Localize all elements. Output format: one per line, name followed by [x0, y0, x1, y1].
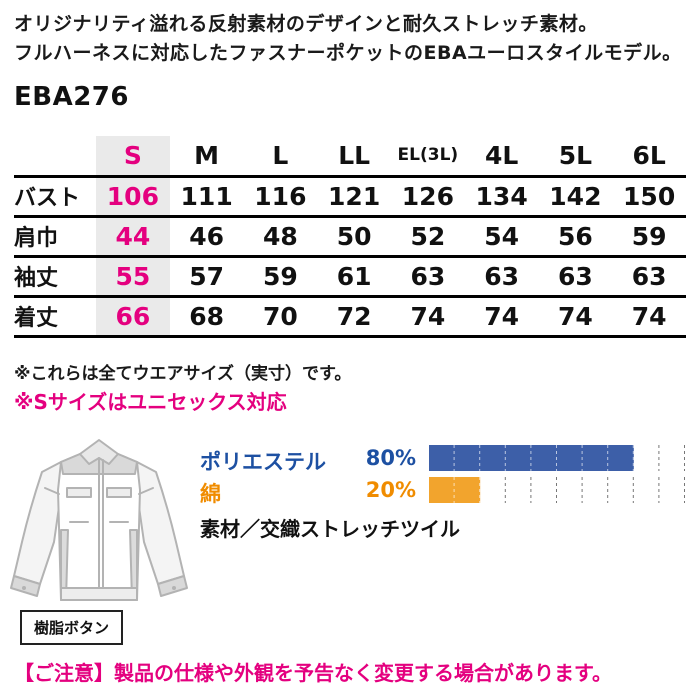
row-label-bust: バスト	[14, 176, 96, 218]
size-column-header-5l: 5L	[538, 136, 613, 178]
size-row-length: 着丈 66 68 70 72 74 74 74 74	[14, 296, 686, 338]
size-column-header-6l: 6L	[612, 136, 686, 178]
size-column-header-ll: LL	[317, 136, 391, 178]
description-line-2: フルハーネスに対応したファスナーポケットのEBAユーロスタイルモデル。	[14, 42, 682, 64]
size-cell: 66	[96, 296, 170, 338]
size-table: S M L LL EL(3L) 4L 5L 6L バスト 106 111 116…	[14, 136, 686, 338]
size-cell: 70	[243, 296, 318, 338]
size-cell: 121	[317, 176, 391, 218]
material-percent-polyester: 80%	[365, 446, 416, 470]
product-description: オリジナリティ溢れる反射素材のデザインと耐久ストレッチ素材。 フルハーネスに対応…	[14, 10, 682, 68]
size-column-header-m: M	[169, 136, 244, 178]
size-cell: 63	[612, 256, 686, 298]
size-note-actual-measurement: ※これらは全てウエアサイズ（実寸）です。	[14, 364, 352, 384]
size-column-header-4l: 4L	[464, 136, 539, 178]
size-cell: 63	[464, 256, 539, 298]
size-row-shoulder: 肩巾 44 46 48 50 52 54 56 59	[14, 216, 686, 258]
size-cell: 50	[317, 216, 391, 258]
material-name-cotton: 綿	[200, 482, 221, 506]
row-label-sleeve: 袖丈	[14, 256, 96, 298]
material-composition-label: 素材／交織ストレッチツイル	[200, 517, 460, 541]
description-line-1: オリジナリティ溢れる反射素材のデザインと耐久ストレッチ素材。	[14, 13, 598, 35]
size-note-unisex: ※Sサイズはユニセックス対応	[14, 390, 287, 414]
product-code: EBA276	[14, 82, 129, 112]
size-cell: 150	[612, 176, 686, 218]
size-cell: 74	[391, 296, 465, 338]
footer-notice: 【ご注意】製品の仕様や外観を予告なく変更する場合があります。	[14, 661, 612, 685]
size-cell: 59	[243, 256, 318, 298]
size-column-header-s: S	[96, 136, 170, 178]
resin-button-callout: 樹脂ボタン	[20, 610, 124, 645]
size-cell: 48	[243, 216, 318, 258]
size-column-header-el3l: EL(3L)	[391, 136, 465, 178]
material-row-polyester: ポリエステル 80%	[200, 446, 416, 476]
material-bar-cotton	[429, 477, 685, 503]
size-cell: 61	[317, 256, 391, 298]
size-cell: 46	[169, 216, 244, 258]
size-row-sleeve: 袖丈 55 57 59 61 63 63 63 63	[14, 256, 686, 298]
size-cell: 74	[464, 296, 539, 338]
size-cell: 63	[391, 256, 465, 298]
size-cell: 111	[169, 176, 244, 218]
size-cell: 126	[391, 176, 465, 218]
jacket-illustration	[10, 439, 188, 601]
material-row-cotton: 綿 20%	[200, 478, 416, 508]
material-percent-cotton: 20%	[365, 478, 416, 502]
size-column-header-l: L	[243, 136, 318, 178]
material-bar-polyester	[429, 445, 685, 471]
row-label-length: 着丈	[14, 296, 96, 338]
size-table-corner-cell	[14, 136, 96, 178]
size-cell: 56	[538, 216, 613, 258]
size-row-bust: バスト 106 111 116 121 126 134 142 150	[14, 176, 686, 218]
size-cell: 106	[96, 176, 170, 218]
size-cell: 59	[612, 216, 686, 258]
material-name-polyester: ポリエステル	[200, 450, 326, 474]
size-cell: 134	[464, 176, 539, 218]
size-cell: 55	[96, 256, 170, 298]
size-cell: 116	[243, 176, 318, 218]
size-cell: 57	[169, 256, 244, 298]
size-cell: 142	[538, 176, 613, 218]
size-cell: 74	[612, 296, 686, 338]
size-cell: 54	[464, 216, 539, 258]
size-table-header-row: S M L LL EL(3L) 4L 5L 6L	[14, 136, 686, 178]
size-cell: 74	[538, 296, 613, 338]
size-cell: 72	[317, 296, 391, 338]
size-cell: 44	[96, 216, 170, 258]
size-cell: 63	[538, 256, 613, 298]
row-label-shoulder: 肩巾	[14, 216, 96, 258]
size-cell: 68	[169, 296, 244, 338]
size-cell: 52	[391, 216, 465, 258]
